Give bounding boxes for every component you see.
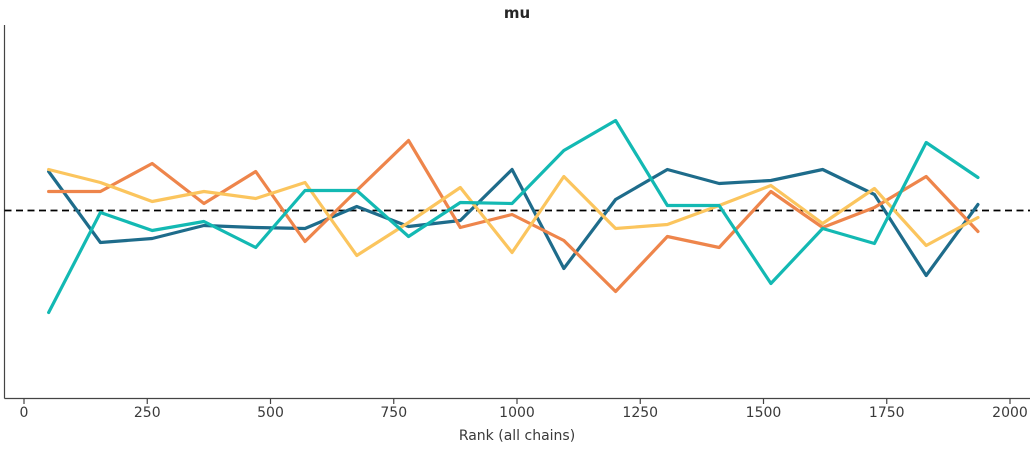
chain-3-line: [47, 167, 980, 258]
x-tick-label: 0: [20, 405, 29, 421]
x-tick-label: 250: [134, 405, 161, 421]
chain-lines: [47, 118, 980, 315]
x-tick-label: 1750: [869, 405, 905, 421]
plot-title: mu: [504, 4, 530, 22]
chain-1-line: [47, 167, 980, 278]
x-tick-label: 750: [380, 405, 407, 421]
x-tick-label: 1500: [746, 405, 782, 421]
x-axis-ticks: 0 250 500 750 1000 1250 1500 1750 2000: [20, 398, 1028, 421]
chain-2-line: [47, 138, 980, 294]
x-tick-label: 1000: [499, 405, 535, 421]
x-tick-label: 1250: [622, 405, 658, 421]
x-tick-label: 2000: [992, 405, 1028, 421]
chain-4-line: [47, 118, 980, 315]
x-tick-label: 500: [257, 405, 284, 421]
x-axis-label: Rank (all chains): [459, 428, 575, 444]
